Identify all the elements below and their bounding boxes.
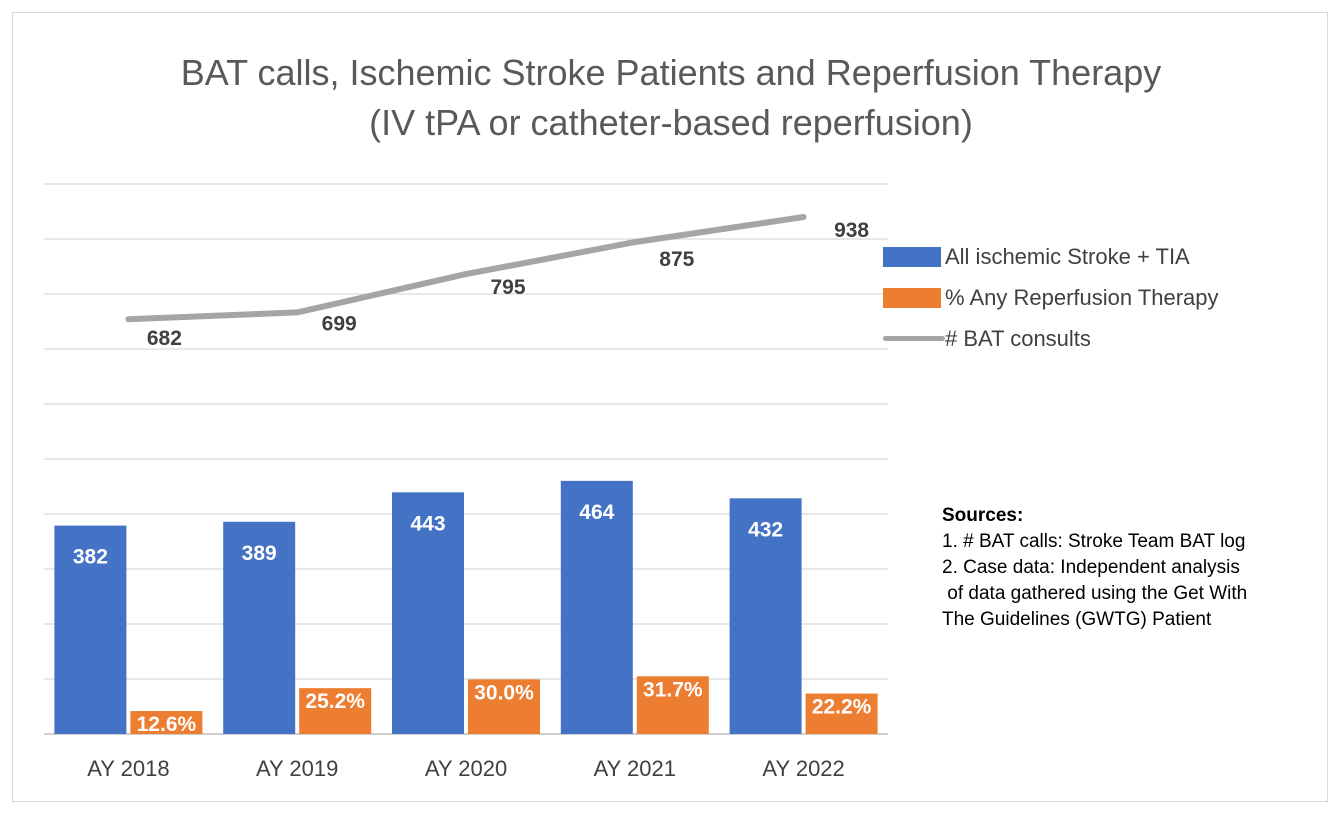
legend-item-stroke: All ischemic Stroke + TIA bbox=[883, 236, 1219, 277]
legend-label-reperfusion: % Any Reperfusion Therapy bbox=[945, 284, 1219, 310]
line-point-label-0: 682 bbox=[147, 327, 182, 350]
bar-reperfusion-label-4: 22.2% bbox=[812, 696, 872, 719]
x-tick-label-2: AY 2020 bbox=[425, 756, 507, 781]
title-line-1: BAT calls, Ischemic Stroke Patients and … bbox=[180, 52, 1162, 93]
legend-swatch-stroke bbox=[883, 246, 941, 267]
legend-label-bat: # BAT consults bbox=[945, 325, 1091, 351]
bar-stroke-1 bbox=[223, 521, 296, 734]
bar-stroke-3 bbox=[560, 480, 633, 734]
bar-reperfusion-label-3: 31.7% bbox=[643, 678, 703, 701]
line-bat-consults bbox=[125, 214, 807, 323]
bar-reperfusion-label-2: 30.0% bbox=[474, 681, 534, 704]
sources-line-4: The Guidelines (GWTG) Patient bbox=[942, 609, 1212, 630]
bar-stroke-label-1: 389 bbox=[242, 542, 277, 565]
bar-reperfusion-4 bbox=[805, 693, 878, 734]
bar-reperfusion-2 bbox=[468, 679, 540, 734]
legend: All ischemic Stroke + TIA % Any Reperfus… bbox=[883, 236, 1219, 359]
bar-reperfusion-0 bbox=[130, 711, 203, 734]
x-tick-label-4: AY 2022 bbox=[762, 756, 844, 781]
bar-stroke-label-2: 443 bbox=[410, 512, 445, 535]
line-point-label-1: 699 bbox=[322, 312, 357, 335]
line-point-label-2: 795 bbox=[490, 276, 525, 299]
legend-item-reperfusion: % Any Reperfusion Therapy bbox=[883, 277, 1219, 318]
legend-item-bat: # BAT consults bbox=[883, 318, 1219, 359]
sources-line-2: 2. Case data: Independent analysis bbox=[942, 557, 1240, 578]
line-point-label-4: 938 bbox=[834, 219, 869, 242]
bar-stroke-label-0: 382 bbox=[73, 546, 108, 569]
x-tick-label-0: AY 2018 bbox=[87, 756, 169, 781]
bar-stroke-4 bbox=[729, 498, 802, 734]
bar-reperfusion-3 bbox=[636, 676, 709, 734]
bar-stroke-label-3: 464 bbox=[579, 501, 614, 524]
bar-reperfusion-label-1: 25.2% bbox=[305, 690, 365, 713]
chart-title: BAT calls, Ischemic Stroke Patients and … bbox=[0, 48, 1342, 148]
legend-label-stroke: All ischemic Stroke + TIA bbox=[945, 243, 1190, 269]
bar-reperfusion-label-0: 12.6% bbox=[137, 713, 197, 736]
sources-line-3: of data gathered using the Get With bbox=[942, 583, 1248, 604]
bar-stroke-label-4: 432 bbox=[748, 518, 783, 541]
title-line-2: (IV tPA or catheter-based reperfusion) bbox=[369, 102, 973, 143]
legend-swatch-bat bbox=[883, 336, 945, 341]
bar-stroke-2 bbox=[392, 492, 464, 734]
line-point-label-3: 875 bbox=[659, 248, 694, 271]
sources-heading: Sources: bbox=[942, 505, 1024, 526]
sources-line-1: 1. # BAT calls: Stroke Team BAT log bbox=[942, 531, 1246, 552]
legend-swatch-reperfusion bbox=[883, 287, 941, 308]
bar-stroke-0 bbox=[54, 525, 127, 734]
x-tick-label-1: AY 2019 bbox=[256, 756, 338, 781]
x-tick-label-3: AY 2021 bbox=[594, 756, 676, 781]
bar-reperfusion-1 bbox=[299, 688, 372, 734]
sources-note: Sources: 1. # BAT calls: Stroke Team BAT… bbox=[942, 503, 1247, 633]
